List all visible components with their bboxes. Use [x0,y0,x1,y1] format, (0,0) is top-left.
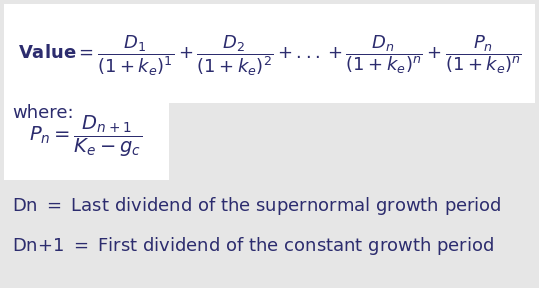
Text: Dn+1 $=$ First dividend of the constant growth period: Dn+1 $=$ First dividend of the constant … [12,235,494,257]
FancyBboxPatch shape [4,88,169,180]
FancyBboxPatch shape [4,4,535,103]
Text: where:: where: [12,104,74,122]
Text: $P_n = \dfrac{D_{n+1}}{K_e - g_c}$: $P_n = \dfrac{D_{n+1}}{K_e - g_c}$ [30,113,142,159]
Text: Dn $=$ Last dividend of the supernormal growth period: Dn $=$ Last dividend of the supernormal … [12,195,502,217]
Text: $\mathbf{Value} = \dfrac{D_1}{(1+k_e)^1} + \dfrac{D_2}{(1+k_e)^2} +...+ \dfrac{D: $\mathbf{Value} = \dfrac{D_1}{(1+k_e)^1}… [18,34,522,78]
